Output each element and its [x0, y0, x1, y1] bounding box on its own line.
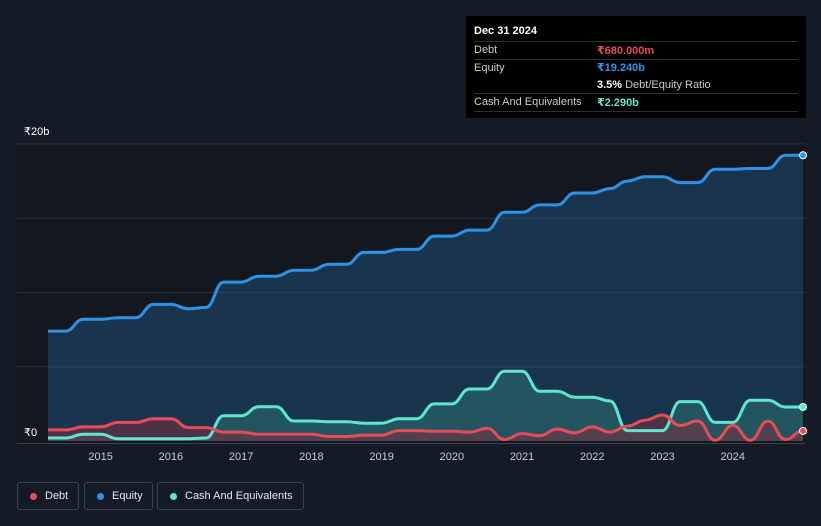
legend-cash-label: Cash And Equivalents — [185, 490, 293, 502]
tooltip-row-cash: Cash And Equivalents ₹2.290b — [474, 93, 798, 112]
tooltip-date: Dec 31 2024 — [474, 25, 537, 37]
cash-and-equivalents-line — [47, 369, 803, 441]
legend-debt-label: Debt — [45, 490, 69, 502]
legend-cash-dot — [170, 492, 177, 500]
x-tick-label: 2020 — [440, 451, 464, 463]
debt-end-point — [799, 426, 807, 435]
legend-debt[interactable]: Debt — [17, 482, 79, 510]
tooltip-ratio-value: 3.5% — [597, 78, 623, 91]
x-tick-label: 2018 — [299, 451, 323, 463]
legend-debt-dot — [30, 492, 37, 500]
debt-area — [48, 415, 803, 441]
tooltip-row-debt: Debt ₹680.000m — [474, 41, 798, 59]
x-tick-label: 2024 — [721, 451, 745, 463]
equity-line — [47, 153, 803, 333]
x-tick-label: 2019 — [369, 451, 393, 463]
tooltip-equity-value: ₹19.240b — [597, 62, 646, 75]
legend-equity-label: Equity — [112, 490, 143, 502]
tooltip-debt-value: ₹680.000m — [597, 44, 655, 57]
equity-end-point — [799, 151, 807, 160]
cash-and-equivalents-area — [48, 371, 803, 441]
debt-line — [48, 413, 804, 442]
x-tick-label: 2023 — [650, 451, 674, 463]
tooltip-cash-label: Cash And Equivalents — [474, 96, 582, 109]
y-tick-label: ₹0 — [24, 427, 37, 439]
tooltip-equity-label: Equity — [474, 61, 505, 74]
tooltip-panel: Dec 31 2024 Debt ₹680.000m Equity ₹19.24… — [466, 16, 806, 118]
legend-equity[interactable]: Equity — [84, 482, 153, 510]
x-tick-label: 2015 — [88, 451, 112, 463]
x-tick-label: 2016 — [159, 451, 183, 463]
x-tick-label: 2021 — [510, 451, 534, 463]
cash-and-equivalents-end-point — [799, 402, 807, 411]
tooltip-row-ratio: 3.5% Debt/Equity Ratio — [474, 76, 798, 93]
legend-equity-dot — [97, 492, 104, 500]
y-tick-label: ₹20b — [24, 126, 49, 138]
tooltip-ratio-label: Debt/Equity Ratio — [625, 78, 711, 91]
tooltip-row-equity: Equity ₹19.240b — [474, 58, 798, 77]
tooltip-debt-label: Debt — [474, 44, 498, 57]
x-tick-label: 2017 — [229, 451, 253, 463]
tooltip-cash-value: ₹2.290b — [597, 96, 639, 109]
x-tick-label: 2022 — [580, 451, 604, 463]
equity-area — [48, 155, 803, 442]
legend-cash[interactable]: Cash And Equivalents — [157, 482, 304, 510]
